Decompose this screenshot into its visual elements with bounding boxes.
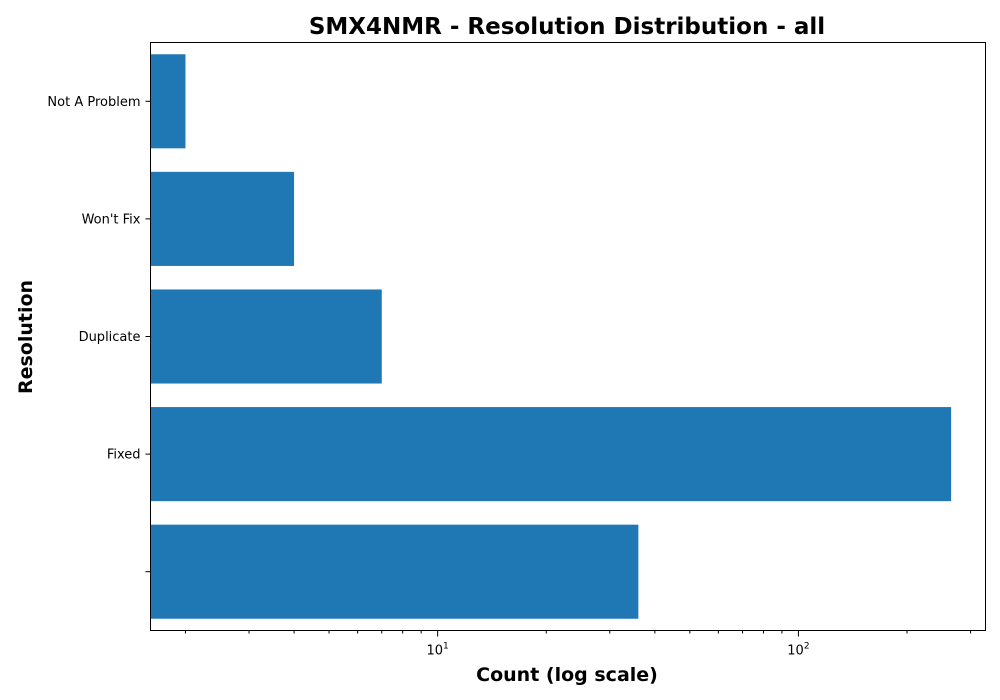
x-tick-label: 102	[787, 642, 809, 659]
y-axis-label: Resolution	[15, 280, 37, 394]
bar	[150, 524, 639, 619]
x-tick-label: 101	[427, 642, 449, 659]
y-tick-label: Fixed	[107, 448, 141, 463]
chart-title: SMX4NMR - Resolution Distribution - all	[309, 14, 825, 40]
y-axis-ticks: Fixed Duplicate Won't Fix Not A Problem	[47, 95, 151, 573]
x-tick-exponent: 1	[443, 642, 449, 652]
bars	[150, 54, 952, 619]
bar	[150, 171, 295, 266]
bar	[150, 407, 952, 502]
x-axis-ticks: 101 102	[184, 630, 972, 659]
y-tick-label: Not A Problem	[47, 95, 140, 110]
y-tick-label: Duplicate	[79, 330, 141, 345]
bar	[150, 289, 382, 384]
y-tick-label: Won't Fix	[82, 212, 141, 227]
x-axis-label: Count (log scale)	[476, 664, 658, 686]
bar	[150, 54, 186, 149]
x-tick-exponent: 2	[804, 642, 810, 652]
